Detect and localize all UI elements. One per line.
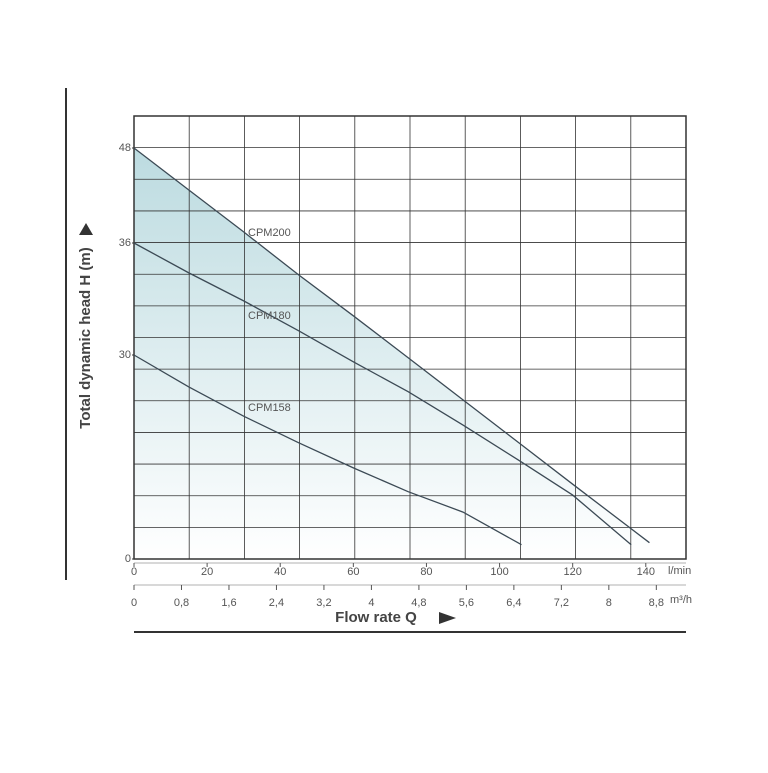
x-tick-label: 60 xyxy=(347,566,359,578)
y-axis-title: Total dynamic head H (m) xyxy=(77,247,94,428)
x2-tick-label: 8,8 xyxy=(649,597,664,609)
arrow xyxy=(79,223,93,235)
x-tick-label: 40 xyxy=(274,566,286,578)
x2-tick-label: 3,2 xyxy=(316,597,331,609)
x2-tick-label: 0,8 xyxy=(174,597,189,609)
line xyxy=(133,354,522,546)
x-unit: l/min xyxy=(668,565,691,577)
x2-tick-label: 4,8 xyxy=(411,597,426,609)
line xyxy=(133,242,632,546)
x2-tick-label: 7,2 xyxy=(554,597,569,609)
x2-tick-label: 2,4 xyxy=(269,597,284,609)
y-tick-label: 48 xyxy=(119,142,131,154)
x2-tick-label: 1,6 xyxy=(221,597,236,609)
series-label: CPM180 xyxy=(248,310,291,322)
line xyxy=(133,147,650,544)
x-axis-title: Flow rate Q xyxy=(335,609,417,626)
x-tick-label: 120 xyxy=(563,566,581,578)
y-tick-label: 36 xyxy=(119,237,131,249)
x2-tick-label: 6,4 xyxy=(506,597,521,609)
area xyxy=(134,148,650,559)
x-tick-label: 20 xyxy=(201,566,213,578)
y-tick-label: 0 xyxy=(125,553,131,565)
x-tick-label: 0 xyxy=(131,566,137,578)
arrow xyxy=(439,612,456,624)
x-tick-label: 80 xyxy=(420,566,432,578)
x2-unit: m³/h xyxy=(670,594,692,606)
x-tick-label: 100 xyxy=(490,566,508,578)
plot-frame xyxy=(133,115,687,560)
x2-tick-label: 5,6 xyxy=(459,597,474,609)
series-label: CPM158 xyxy=(248,402,291,414)
x2-tick-label: 4 xyxy=(368,597,374,609)
x2-tick-label: 8 xyxy=(606,597,612,609)
x-tick-label: 140 xyxy=(637,566,655,578)
series-label: CPM200 xyxy=(248,227,291,239)
y-tick-label: 30 xyxy=(119,349,131,361)
x2-tick-label: 0 xyxy=(131,597,137,609)
